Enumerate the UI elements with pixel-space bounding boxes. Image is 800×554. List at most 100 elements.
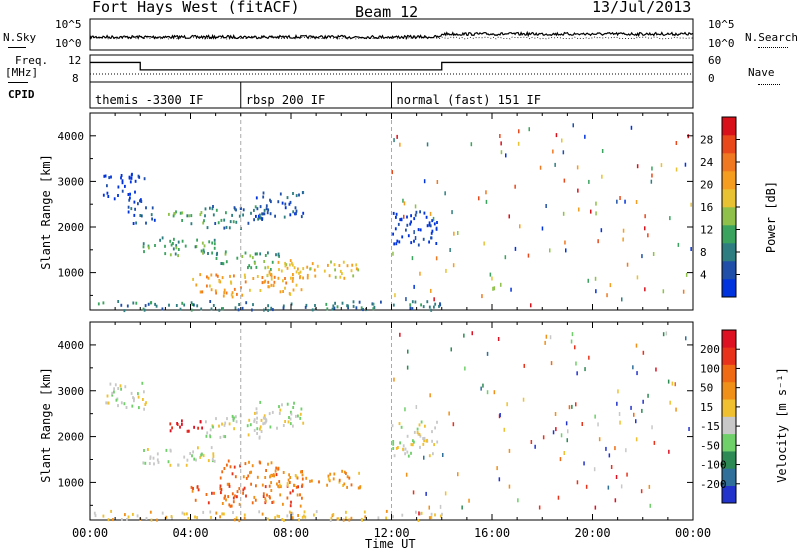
data-cell: [300, 407, 303, 411]
chart-title: Fort Hays West (fitACF): [92, 0, 300, 16]
data-cell: [392, 447, 395, 450]
noise-cell: [557, 495, 560, 500]
data-cell: [417, 519, 420, 522]
data-cell: [129, 180, 132, 184]
data-cell: [220, 218, 223, 222]
data-cell: [224, 250, 227, 254]
data-cell: [416, 427, 419, 431]
data-cell: [258, 510, 261, 514]
data-cell: [264, 417, 267, 421]
data-cell: [265, 469, 267, 472]
data-cell: [231, 295, 234, 299]
data-cell: [196, 516, 198, 520]
data-cell: [355, 306, 358, 310]
data-cell: [266, 273, 269, 277]
data-cell: [282, 424, 285, 427]
data-cell: [235, 220, 238, 224]
noise-cell: [463, 333, 465, 338]
data-cell: [346, 475, 349, 479]
data-cell: [207, 252, 209, 255]
data-cell: [255, 484, 257, 488]
y-tick-label: 3000: [58, 175, 85, 188]
data-cell: [235, 208, 237, 212]
noise-cell: [506, 402, 508, 407]
data-cell: [256, 475, 259, 479]
data-cell: [298, 518, 300, 522]
data-cell: [269, 198, 271, 202]
noise-cell: [588, 355, 590, 360]
colorbar-tick-label: -200: [700, 478, 727, 491]
data-cell: [264, 266, 267, 270]
data-cell: [425, 215, 428, 219]
data-cell: [232, 496, 235, 500]
data-cell: [137, 202, 139, 206]
data-cell: [264, 499, 267, 503]
noise-cell: [633, 412, 635, 417]
data-cell: [212, 454, 215, 458]
y-tick-label: 2000: [58, 431, 85, 444]
data-cell: [113, 197, 116, 201]
noise-cell: [622, 228, 625, 233]
data-cell: [290, 412, 293, 416]
data-cell: [267, 265, 269, 269]
noise-cell: [483, 241, 485, 246]
data-cell: [431, 439, 433, 443]
data-cell: [352, 274, 355, 278]
y-tick-label: 4000: [58, 130, 85, 143]
data-cell: [422, 437, 424, 441]
noise-cell: [614, 498, 617, 503]
noise-cell: [544, 340, 546, 345]
data-cell: [228, 482, 231, 486]
data-cell: [415, 510, 417, 514]
data-cell: [234, 494, 236, 498]
data-cell: [302, 267, 305, 271]
data-cell: [124, 513, 126, 517]
noise-cell: [617, 389, 619, 394]
noise-cell: [504, 255, 507, 260]
data-cell: [172, 214, 175, 218]
data-cell: [289, 417, 292, 421]
data-cell: [283, 215, 286, 219]
data-cell: [311, 262, 314, 266]
data-cell: [290, 515, 293, 519]
y-tick-label: 3000: [58, 385, 85, 398]
data-cell: [209, 435, 212, 439]
data-cell: [212, 304, 215, 307]
data-cell: [406, 434, 409, 438]
data-cell: [120, 387, 122, 391]
data-cell: [289, 213, 292, 217]
data-cell: [391, 424, 394, 428]
nsky-tick-high: 10^5: [55, 18, 82, 31]
data-cell: [215, 257, 218, 260]
data-cell: [202, 510, 205, 514]
data-cell: [173, 237, 175, 241]
freq-legend-line: [8, 82, 28, 83]
data-cell: [181, 511, 184, 515]
data-cell: [133, 397, 135, 401]
data-cell: [244, 462, 247, 466]
data-cell: [393, 454, 396, 458]
data-cell: [175, 304, 178, 307]
data-cell: [406, 450, 409, 454]
data-cell: [372, 302, 375, 306]
data-cell: [313, 268, 316, 272]
data-cell: [211, 207, 214, 211]
data-cell: [148, 462, 151, 465]
data-cell: [266, 517, 269, 521]
noise-cell: [668, 449, 670, 454]
data-cell: [371, 302, 374, 306]
data-cell: [211, 457, 214, 461]
data-cell: [256, 207, 259, 211]
noise-cell: [675, 141, 678, 145]
data-cell: [165, 448, 168, 452]
data-cell: [233, 206, 236, 210]
data-cell: [93, 511, 96, 515]
noise-cell: [560, 433, 563, 438]
data-cell: [94, 514, 97, 518]
data-cell: [242, 488, 245, 492]
data-cell: [136, 514, 139, 518]
colorbar-swatch: [722, 117, 736, 136]
data-cell: [287, 420, 290, 424]
data-cell: [332, 513, 335, 516]
data-cell: [219, 515, 221, 519]
